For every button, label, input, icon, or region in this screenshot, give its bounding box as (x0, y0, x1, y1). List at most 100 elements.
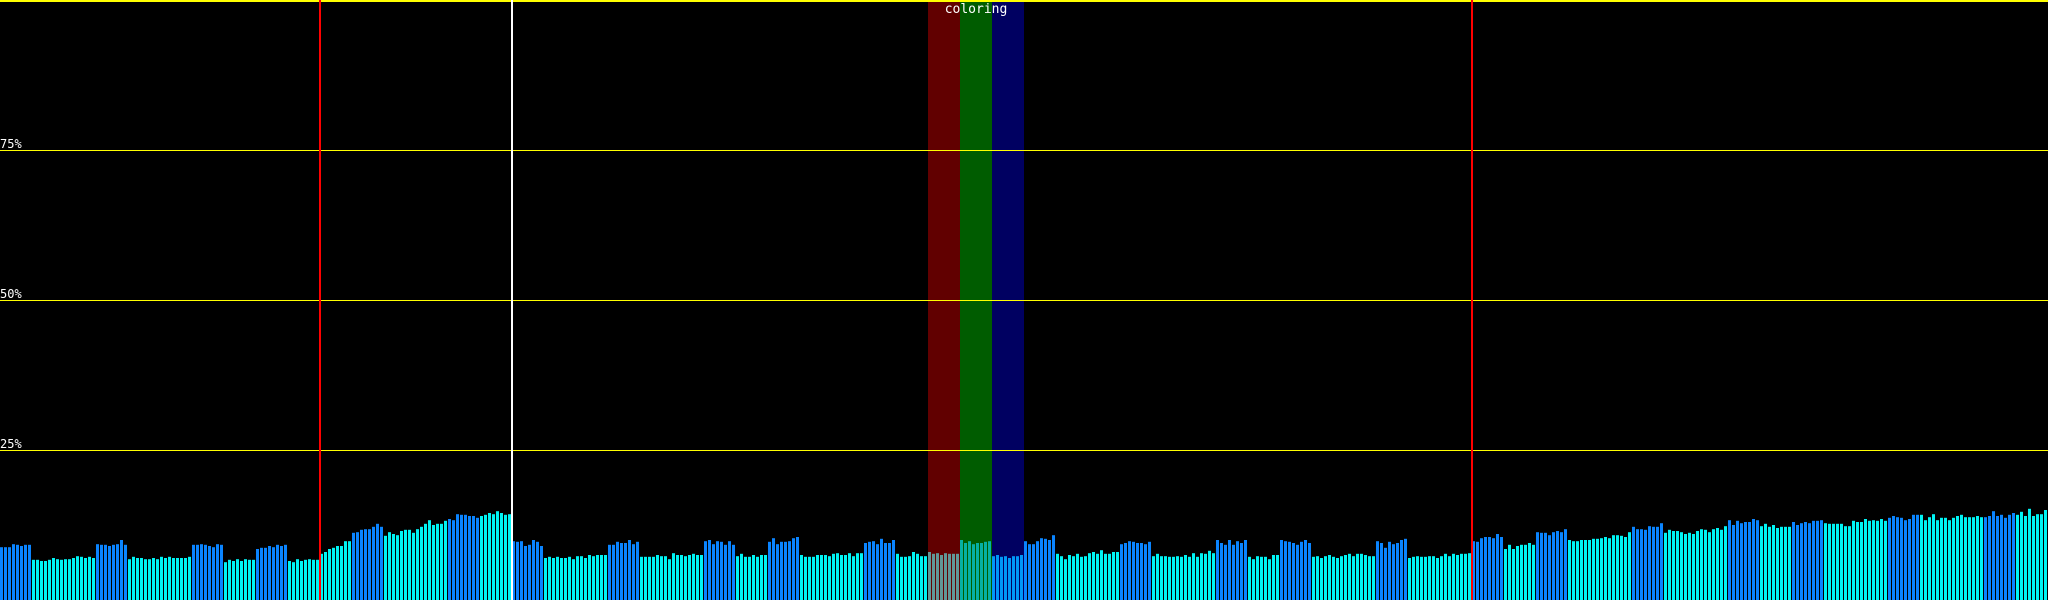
bar (1688, 532, 1691, 600)
bar (108, 546, 111, 600)
bar (1340, 556, 1343, 600)
bar (1936, 520, 1939, 600)
bar (500, 513, 503, 600)
bar (528, 544, 531, 600)
bar (208, 546, 211, 600)
bar (344, 541, 347, 600)
bar (256, 549, 259, 600)
bar (320, 553, 323, 600)
bar (1508, 544, 1511, 600)
bar (768, 541, 771, 600)
bar (128, 559, 131, 600)
bar (688, 555, 691, 600)
bar (264, 547, 267, 600)
bar (192, 544, 195, 600)
bar (1012, 556, 1015, 600)
bar (272, 547, 275, 600)
bar (180, 558, 183, 600)
bar (1612, 535, 1615, 600)
bar (1264, 556, 1267, 600)
bar (780, 541, 783, 600)
bar (1512, 549, 1515, 600)
bar (612, 544, 615, 600)
bar (140, 558, 143, 600)
bar (1416, 556, 1419, 600)
bar (1160, 556, 1163, 600)
bar (920, 556, 923, 600)
bar (496, 511, 499, 600)
bar (1104, 553, 1107, 600)
bar (1668, 529, 1671, 600)
bar (1576, 541, 1579, 600)
bar (2012, 513, 2015, 600)
bar (1424, 556, 1427, 600)
bar (956, 553, 959, 600)
bar (1232, 544, 1235, 600)
bar (952, 553, 955, 600)
bar (1044, 538, 1047, 600)
bar (1852, 520, 1855, 600)
bar (424, 523, 427, 600)
bar (876, 544, 879, 600)
bar (444, 520, 447, 600)
bar (1804, 522, 1807, 600)
bar (1432, 556, 1435, 600)
bar (972, 544, 975, 600)
bar (1476, 541, 1479, 600)
bar (888, 543, 891, 600)
bar (1352, 556, 1355, 600)
bar (816, 555, 819, 600)
bar (936, 553, 939, 600)
bar (772, 538, 775, 600)
bar (1708, 532, 1711, 600)
bar (348, 541, 351, 600)
bar (660, 556, 663, 600)
bar (1380, 543, 1383, 600)
bar (516, 541, 519, 600)
bar (716, 541, 719, 600)
bar (960, 540, 963, 600)
bar (964, 543, 967, 600)
bar (1180, 556, 1183, 600)
bar (1080, 556, 1083, 600)
bar (656, 555, 659, 600)
bar (1368, 556, 1371, 600)
bar (724, 544, 727, 600)
bar (1540, 532, 1543, 600)
bar (1032, 544, 1035, 600)
bar (296, 559, 299, 600)
bar (1628, 532, 1631, 600)
bar (1456, 555, 1459, 600)
bar (1860, 522, 1863, 600)
bar (644, 556, 647, 600)
bar (584, 558, 587, 600)
bar (216, 544, 219, 600)
bar (840, 555, 843, 600)
bar (608, 544, 611, 600)
bar (1876, 520, 1879, 600)
bar (1440, 556, 1443, 600)
bar (1944, 517, 1947, 600)
bar (408, 529, 411, 600)
bar (1908, 519, 1911, 600)
bar (1300, 541, 1303, 600)
bar (448, 519, 451, 600)
bar (1920, 514, 1923, 600)
bar (1724, 526, 1727, 600)
bar (304, 559, 307, 600)
bar (2000, 514, 2003, 600)
bar (524, 546, 527, 600)
bar (1780, 526, 1783, 600)
bar (84, 558, 87, 600)
bar (1796, 525, 1799, 600)
bar (1884, 520, 1887, 600)
bar (176, 558, 179, 600)
bar (1168, 556, 1171, 600)
bar (1196, 556, 1199, 600)
bar (480, 516, 483, 600)
bar (1344, 555, 1347, 600)
bar (1312, 556, 1315, 600)
bar (1144, 544, 1147, 600)
bar (1556, 531, 1559, 600)
bar (420, 526, 423, 600)
